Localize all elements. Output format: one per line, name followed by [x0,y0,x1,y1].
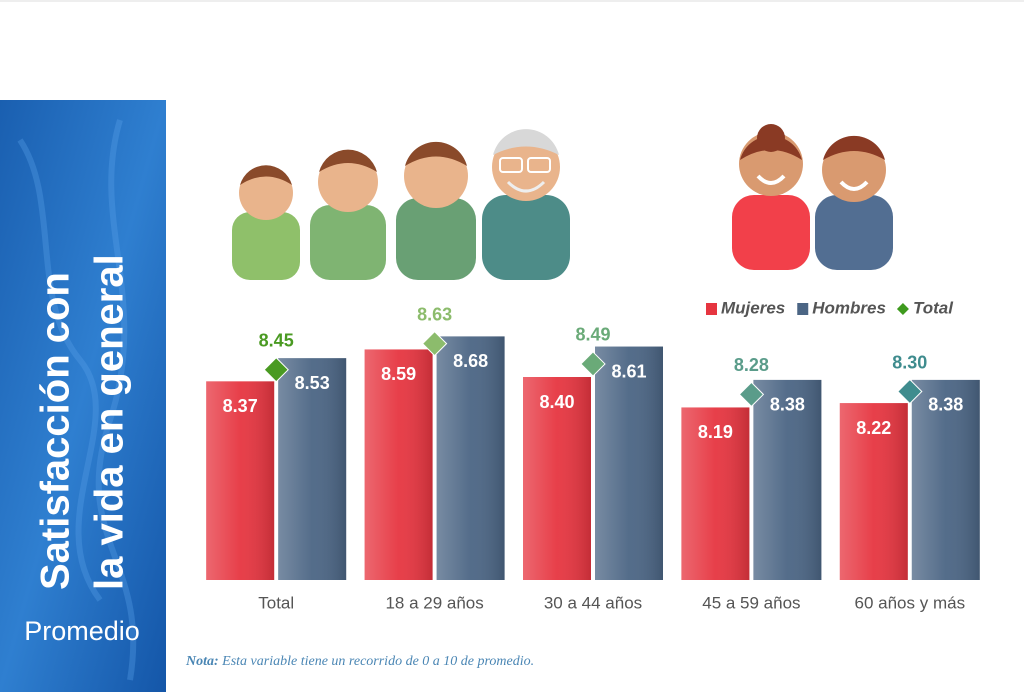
note-label: Nota: [185,654,219,669]
x-tick-label: 30 a 44 años [544,593,642,612]
total-marker [263,357,289,383]
bar-shine [436,336,505,580]
side-panel [0,100,166,692]
legend-marker [706,303,717,315]
value-label: 8.38 [770,395,805,415]
texture [17,119,137,681]
note-text: Esta variable tiene un recorrido de 0 a … [221,654,534,669]
x-tick-label: Total [258,593,294,612]
total-marker [421,330,448,357]
value-label: 8.38 [928,395,963,415]
bar-shine [523,377,591,580]
age-icons [232,129,570,280]
x-tick-label: 45 a 59 años [702,593,800,612]
legend-label: Mujeres [721,298,785,317]
total-marker [738,381,765,408]
total-marker [897,378,923,405]
total-label: 8.49 [575,325,610,345]
gender-icons [732,124,893,270]
value-label: 8.40 [539,392,574,412]
bar-shine [681,407,750,580]
x-tick-label: 18 a 29 años [385,593,483,612]
value-label: 8.37 [223,396,258,416]
value-label: 8.68 [453,351,488,371]
note: Nota: Esta variable tiene un recorrido d… [185,654,534,669]
total-label: 8.28 [734,355,769,375]
bar-shine [364,349,433,580]
value-label: 8.22 [856,418,891,438]
value-label: 8.53 [295,373,330,393]
bar-shine [753,379,822,580]
value-label: 8.61 [611,361,646,381]
bar-shine [595,346,663,580]
bar-shine [839,403,908,580]
value-label: 8.59 [381,364,416,384]
side-title: Satisfacción con la vida en general [34,254,132,590]
total-marker [580,351,606,377]
legend-label: Hombres [812,298,886,317]
value-label: 8.19 [698,422,733,442]
bar-shine [278,358,347,580]
bar-shine [206,381,275,580]
x-tick-label: 60 años y más [855,593,966,612]
total-label: 8.45 [259,331,294,351]
legend-marker [896,303,909,315]
legend-marker [797,303,809,315]
title-line: la vida en general [88,254,132,590]
bar-shine [911,379,980,580]
title-line: Satisfacción con [34,272,78,590]
subtitle: Promedio [24,616,140,646]
total-label: 8.30 [892,352,927,372]
legend-label: Total [913,298,954,317]
total-label: 8.63 [417,304,452,324]
